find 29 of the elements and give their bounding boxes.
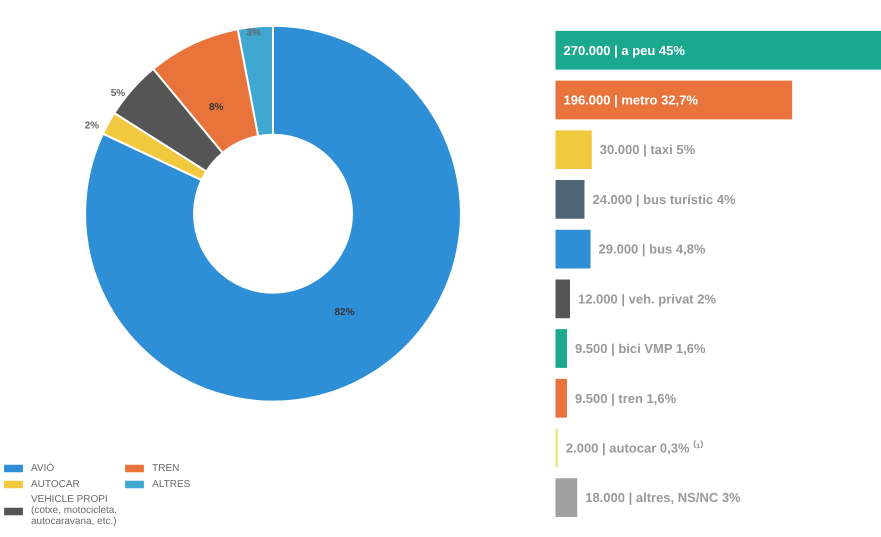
data-label: 82% (334, 307, 355, 318)
bar (556, 279, 570, 318)
bar (556, 80, 792, 120)
data-label: 5% (110, 88, 126, 100)
data-label: 196.000 | metro 32,7% (564, 92, 698, 108)
legend-label: AUTOCAR (31, 478, 80, 490)
bar (556, 329, 567, 368)
legend-label: AVIÓ (31, 462, 54, 474)
data-label: 270.000 | a peu 45% (564, 42, 686, 58)
data-label: 2.000 | autocar 0,3% ⁽¹⁾ (566, 439, 704, 456)
legend-label: TREN (152, 462, 180, 474)
bar (556, 30, 881, 70)
bar (556, 180, 584, 219)
data-label: 9.500 | tren 1,6% (574, 390, 677, 406)
data-label: 3% (246, 27, 261, 38)
bar (556, 130, 592, 170)
data-label: 12.000 | veh. privat 2% (578, 291, 716, 306)
data-label: 24.000 | bus turístic 4% (592, 192, 736, 207)
bar (556, 230, 591, 269)
legend-label: VEHICLE PROPI (cotxe, motocicleta, autocaravana, etc.) (31, 494, 118, 527)
data-label: 2% (84, 120, 100, 132)
bar (556, 478, 578, 518)
legend-label: ALTRES (152, 478, 190, 490)
bar (556, 378, 567, 418)
data-label: 30.000 | taxi 5% (600, 142, 696, 158)
data-label: 9.500 | bici VMP 1,6% (574, 341, 706, 356)
data-label: 8% (208, 102, 224, 114)
data-label: 18.000 | altres, NS/NC 3% (585, 490, 742, 506)
data-label: 29.000 | bus 4,8% (598, 242, 706, 257)
